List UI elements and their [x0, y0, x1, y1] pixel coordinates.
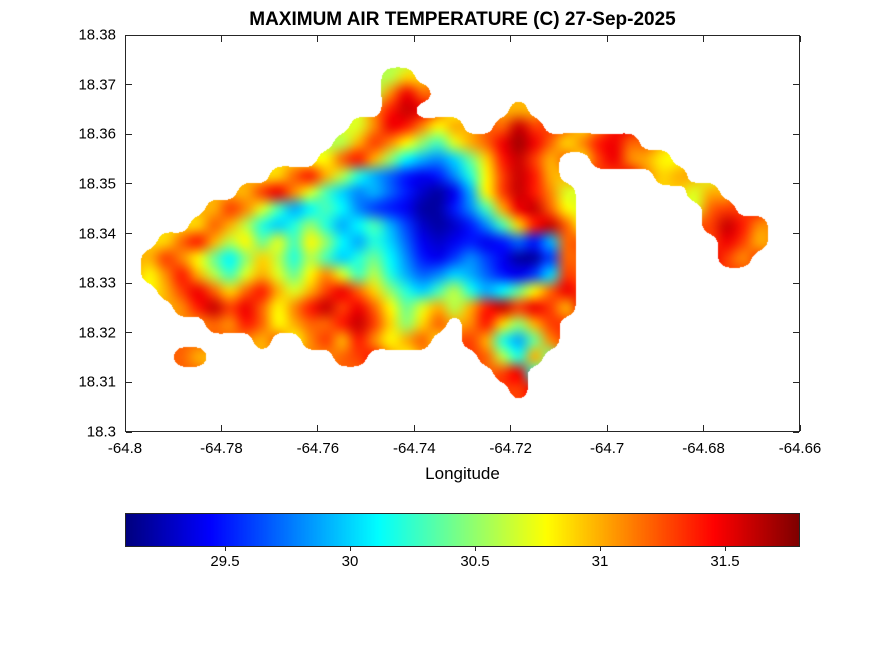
y-tick-mark: [793, 133, 799, 135]
y-tick-mark: [793, 183, 799, 185]
colorbar: [125, 513, 800, 547]
y-tick-mark: [793, 431, 799, 433]
x-tick-mark: [413, 36, 415, 42]
y-tick-mark: [793, 34, 799, 36]
y-tick-mark: [793, 282, 799, 284]
chart-title: MAXIMUM AIR TEMPERATURE (C) 27-Sep-2025: [249, 9, 676, 30]
y-tick-mark: [126, 183, 132, 185]
colorbar-tick-label: 29.5: [210, 553, 240, 570]
colorbar-tick-label: 30.5: [460, 553, 490, 570]
heatmap-canvas: [126, 36, 799, 431]
y-tick-label: 18.31: [78, 373, 116, 391]
colorbar-tick-mark: [349, 547, 351, 551]
x-tick-label: -64.7: [590, 440, 625, 457]
x-tick-mark: [220, 36, 222, 42]
y-tick-mark: [126, 431, 132, 433]
x-tick-mark: [510, 36, 512, 42]
x-tick-mark: [220, 425, 222, 431]
x-tick-mark: [317, 425, 319, 431]
y-tick-label: 18.37: [78, 76, 116, 94]
x-tick-mark: [799, 36, 801, 42]
y-tick-mark: [126, 133, 132, 135]
y-tick-mark: [126, 282, 132, 284]
colorbar-tick-mark: [724, 547, 726, 551]
y-tick-label: 18.36: [78, 125, 116, 143]
y-tick-label: 18.34: [78, 225, 116, 242]
y-tick-label: 18.38: [78, 26, 116, 44]
y-tick-label: 18.35: [78, 175, 116, 193]
y-tick-mark: [793, 332, 799, 334]
y-tick-mark: [126, 381, 132, 383]
x-tick-label: -64.66: [778, 440, 822, 457]
colorbar-tick-label: 31: [591, 553, 609, 570]
x-tick-mark: [510, 425, 512, 431]
y-tick-mark: [793, 381, 799, 383]
x-tick-label: -64.74: [393, 440, 436, 457]
x-tick-mark: [606, 36, 608, 42]
x-tick-mark: [124, 425, 126, 431]
y-tick-mark: [126, 34, 132, 36]
y-tick-mark: [793, 233, 799, 234]
colorbar-tick-label: 30: [341, 553, 359, 570]
plot-area: [125, 35, 800, 432]
colorbar-tick-label: 31.5: [710, 553, 740, 570]
x-tick-label: -64.8: [107, 440, 143, 457]
x-tick-mark: [703, 36, 705, 42]
colorbar-tick-mark: [224, 547, 226, 551]
x-tick-mark: [317, 36, 319, 42]
x-tick-label: -64.78: [200, 440, 243, 457]
y-tick-label: 18.3: [86, 423, 116, 441]
x-tick-mark: [703, 425, 705, 431]
x-tick-label: -64.68: [682, 440, 725, 457]
x-tick-mark: [799, 425, 801, 431]
y-tick-mark: [126, 233, 132, 234]
x-tick-label: -64.76: [296, 440, 340, 457]
x-tick-mark: [413, 425, 415, 431]
y-tick-label: 18.33: [78, 274, 116, 292]
colorbar-tick-mark: [474, 547, 476, 551]
y-tick-label: 18.32: [78, 324, 116, 342]
x-tick-mark: [606, 425, 608, 431]
colorbar-tick-mark: [599, 547, 601, 551]
colorbar-gradient: [126, 514, 799, 546]
x-tick-mark: [124, 36, 126, 42]
y-tick-mark: [126, 332, 132, 334]
x-axis-label: Longitude: [425, 464, 500, 483]
x-tick-label: -64.72: [489, 440, 532, 457]
y-tick-mark: [126, 84, 132, 86]
y-tick-mark: [793, 84, 799, 86]
